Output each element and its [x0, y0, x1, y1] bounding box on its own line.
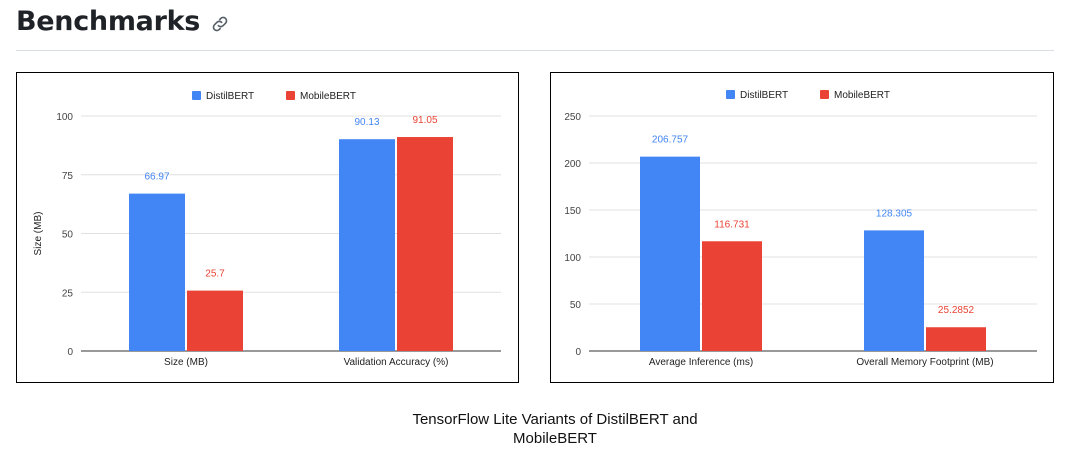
y-tick-label: 25: [62, 288, 74, 299]
y-tick-label: 150: [564, 206, 581, 217]
y-tick-label: 50: [570, 300, 582, 311]
legend-label-distilbert: DistilBERT: [206, 91, 254, 102]
page-title: Benchmarks: [16, 6, 201, 37]
bar-distilbert-0: [129, 193, 185, 351]
legend-swatch-distilbert: [726, 90, 735, 99]
y-axis-label: Size (MB): [33, 212, 44, 256]
y-tick-label: 0: [67, 347, 73, 358]
chart-0-plot: 0 25 50 75 100 Size (MB) 66.97 25.7 Size (MB) 90.…: [33, 91, 501, 368]
y-tick-label: 0: [575, 347, 581, 358]
legend-swatch-mobilebert: [820, 90, 829, 99]
legend-swatch-mobilebert: [286, 91, 295, 100]
data-label: 66.97: [144, 172, 169, 183]
data-label: 116.731: [714, 219, 750, 230]
data-label: 128.305: [876, 208, 913, 219]
legend-label-mobilebert: MobileBERT: [300, 91, 356, 102]
bar-distilbert-1: [339, 139, 395, 351]
bar-mobilebert-1: [397, 137, 453, 351]
y-tick-label: 200: [564, 159, 581, 170]
bar-mobilebert-1: [926, 327, 986, 351]
caption-line-1: TensorFlow Lite Variants of DistilBERT a…: [412, 411, 698, 428]
bar-mobilebert-0: [702, 241, 762, 351]
y-tick-label: 75: [62, 171, 74, 182]
figure-caption: TensorFlow Lite Variants of DistilBERT a…: [0, 410, 1065, 448]
legend-label-distilbert: DistilBERT: [740, 90, 788, 101]
data-label: 25.2852: [938, 305, 975, 316]
chart-inference-memory: 0 50 100 150 200 250 206.757 116.731 Average Inf…: [550, 72, 1054, 383]
bar-distilbert-0: [640, 156, 700, 351]
data-label: 91.05: [412, 115, 437, 126]
y-tick-label: 100: [56, 112, 73, 123]
bar-distilbert-1: [864, 230, 924, 351]
legend-label-mobilebert: MobileBERT: [834, 90, 890, 101]
x-tick-label: Validation Accuracy (%): [344, 357, 449, 368]
y-tick-label: 50: [62, 230, 74, 241]
section-heading: Benchmarks: [16, 6, 230, 37]
bar-mobilebert-0: [187, 290, 243, 351]
x-tick-label: Overall Memory Footprint (MB): [856, 357, 993, 368]
caption-line-2: MobileBERT: [513, 430, 597, 447]
x-tick-label: Average Inference (ms): [649, 357, 753, 368]
y-tick-label: 250: [564, 112, 581, 123]
data-label: 25.7: [205, 269, 225, 280]
chart-svg-size-accuracy: 0 25 50 75 100 Size (MB) 66.97 25.7 Size (MB) 90.…: [33, 91, 501, 368]
data-label: 90.13: [354, 117, 379, 128]
chart-svg-inference-memory: 0 50 100 150 200 250 206.757 116.731 Average Inf…: [564, 90, 1037, 368]
x-tick-label: Size (MB): [164, 357, 208, 368]
data-label: 206.757: [652, 135, 689, 146]
chart-size-accuracy: 0 25 50 75 100 Size (MB) 66.97 25.7 Size (MB) 90.…: [16, 72, 519, 383]
legend-swatch-distilbert: [192, 91, 201, 100]
chart-1-plot: 0 50 100 150 200 250 206.757 116.731 Average Inf…: [564, 90, 1037, 368]
y-tick-label: 100: [564, 253, 581, 264]
link-icon[interactable]: [210, 14, 230, 34]
heading-divider: [16, 50, 1054, 51]
